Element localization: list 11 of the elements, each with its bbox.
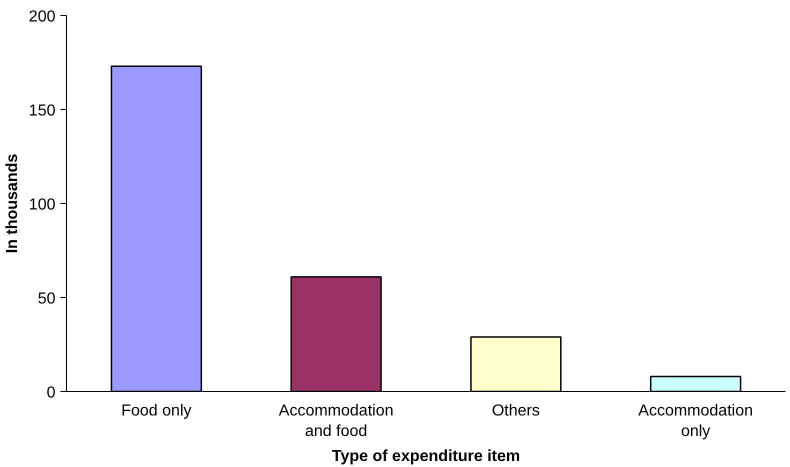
x-tick-label: Others: [492, 402, 540, 420]
x-tick-label: Food only: [121, 402, 192, 420]
y-axis-title: In thousands: [4, 154, 21, 254]
y-tick-label: 150: [28, 102, 56, 120]
y-tick-label: 50: [38, 290, 56, 308]
x-tick-label: Accommodation and food: [278, 402, 394, 440]
x-tick-label: Accommodation only: [638, 402, 753, 440]
y-tick-label: 100: [28, 196, 56, 214]
x-axis-title: Type of expenditure item: [332, 448, 520, 465]
y-tick-label: 200: [28, 8, 56, 26]
y-tick-label: 0: [46, 384, 56, 402]
